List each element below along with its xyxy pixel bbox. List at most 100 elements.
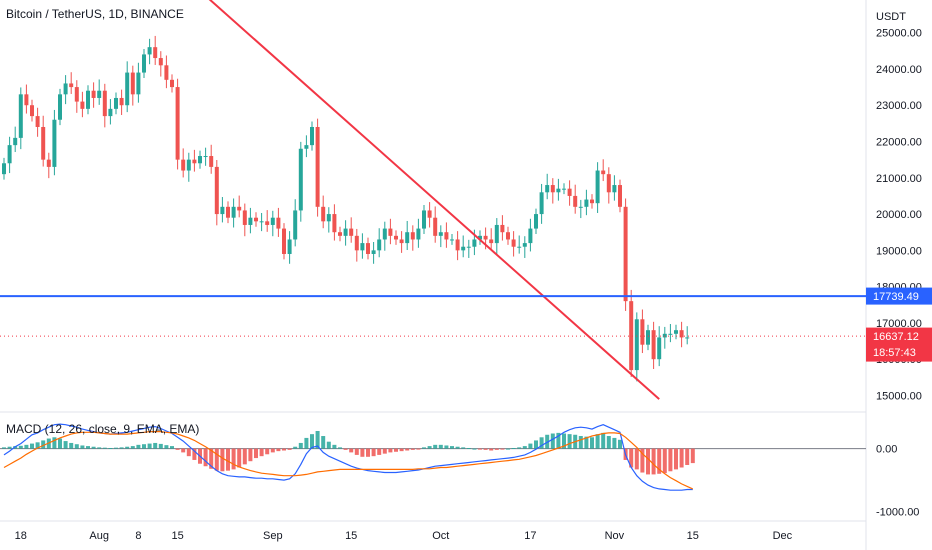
macd-histogram-bar [534, 440, 538, 449]
candle-body [612, 185, 617, 193]
candle-body [164, 65, 169, 80]
macd-histogram-bar [461, 447, 466, 449]
candle-body [601, 170, 606, 175]
candle-body [287, 239, 292, 254]
candle-body [444, 232, 449, 240]
macd-histogram-bar [382, 448, 387, 454]
candle-body [668, 333, 673, 335]
candle-body [528, 228, 533, 244]
candle-body [371, 250, 376, 254]
macd-histogram-bar [276, 448, 281, 452]
time-tick-label: Sep [263, 530, 283, 542]
price-axis[interactable]: 25000.00 24000.00 23000.00 22000.00 21000.00… [876, 28, 922, 403]
macd-histogram-bar [209, 448, 214, 469]
macd-histogram-bar [590, 437, 594, 449]
price-tick-label: 19000.00 [876, 245, 922, 257]
macd-histogram-bar [438, 444, 443, 449]
time-tick-label: 18 [15, 530, 27, 542]
macd-histogram-bar [226, 448, 230, 471]
candle-body [562, 188, 566, 190]
candle-body [578, 206, 583, 208]
macd-histogram-bar [58, 438, 62, 449]
macd-histogram-bar [578, 436, 583, 449]
candle-body [119, 97, 124, 106]
candle-body [405, 232, 410, 244]
candle-body [293, 210, 298, 240]
macd-histogram-bar [102, 447, 107, 449]
macd-histogram-bar [24, 444, 29, 449]
macd-histogram-bar [651, 448, 656, 475]
candle-body [584, 199, 589, 207]
macd-histogram-bar [298, 442, 303, 449]
candle-body [399, 239, 404, 244]
candle-body [259, 221, 264, 223]
macd-histogram-bar [248, 448, 253, 462]
time-axis[interactable]: 18 Aug 8 15 Sep 15 Oct 17 Nov 15 Dec [15, 530, 793, 542]
candle-body [349, 228, 354, 236]
macd-histogram-bar [483, 448, 488, 450]
macd-histogram-bar [270, 448, 275, 453]
candle-body [214, 166, 219, 215]
candle-body [433, 217, 438, 236]
macd-histogram-bar [349, 448, 354, 453]
candle-body [517, 246, 522, 248]
macd-histogram-bar [595, 434, 600, 449]
candle-body [573, 195, 578, 207]
candle-body [102, 90, 107, 117]
candle-body [282, 228, 286, 254]
candle-body [30, 105, 34, 117]
candle-body [394, 235, 398, 240]
macd-tick-label: 0.00 [876, 444, 897, 456]
candle-body [679, 330, 684, 338]
candle-body [550, 185, 555, 193]
candle-body [634, 319, 639, 371]
macd-histogram-bar [310, 434, 314, 449]
candle-body [91, 90, 96, 98]
macd-histogram-bar [646, 448, 650, 475]
candle-body [354, 235, 359, 251]
candle-body [590, 199, 594, 204]
signal-line [3, 431, 694, 490]
macd-histogram-bar [41, 440, 46, 449]
macd-histogram-bar [91, 446, 96, 449]
macd-histogram-bar [556, 432, 561, 449]
macd-histogram-bar [489, 448, 494, 451]
macd-histogram-bar [343, 448, 348, 450]
candle-body [265, 221, 270, 225]
macd-histogram-bar [674, 448, 678, 470]
candle-body [483, 235, 488, 240]
macd-histogram-bar [142, 444, 146, 449]
macd-histogram-bar [427, 446, 432, 449]
candle-body [242, 210, 247, 225]
macd-histogram-bar [584, 436, 589, 449]
trendline[interactable] [178, 0, 660, 400]
macd-histogram-bar [629, 448, 634, 468]
macd-histogram-bar [371, 448, 376, 457]
time-tick-label: 8 [135, 530, 141, 542]
macd-line [3, 423, 693, 491]
macd-histogram-bar [388, 448, 393, 453]
macd-histogram-bar [455, 446, 460, 449]
macd-histogram-bar [416, 448, 421, 450]
macd-histogram-bar [231, 448, 236, 470]
candle-body [606, 174, 611, 193]
candle-body [63, 83, 68, 95]
price-tick-label: 22000.00 [876, 137, 922, 149]
candle-body [158, 58, 163, 66]
candle-body [623, 206, 628, 302]
candle-body [186, 159, 191, 171]
macd-histogram-bar [97, 447, 102, 449]
candle-body [640, 319, 645, 345]
candle-body [382, 228, 387, 240]
macd-histogram-bar [282, 448, 286, 451]
candle-body [181, 159, 186, 171]
macd-histogram-bar [422, 447, 426, 449]
candle-body [198, 156, 202, 164]
candle-body [674, 330, 678, 334]
macd-histogram-bar [522, 446, 527, 449]
macd-histogram-bar [125, 446, 130, 449]
candle-body [511, 239, 516, 247]
macd-histogram-bar [108, 447, 113, 449]
candle-body [338, 232, 342, 236]
